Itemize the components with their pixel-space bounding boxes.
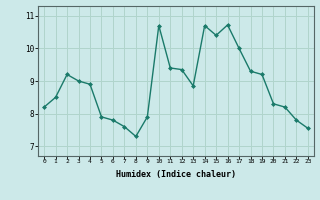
X-axis label: Humidex (Indice chaleur): Humidex (Indice chaleur) <box>116 170 236 179</box>
